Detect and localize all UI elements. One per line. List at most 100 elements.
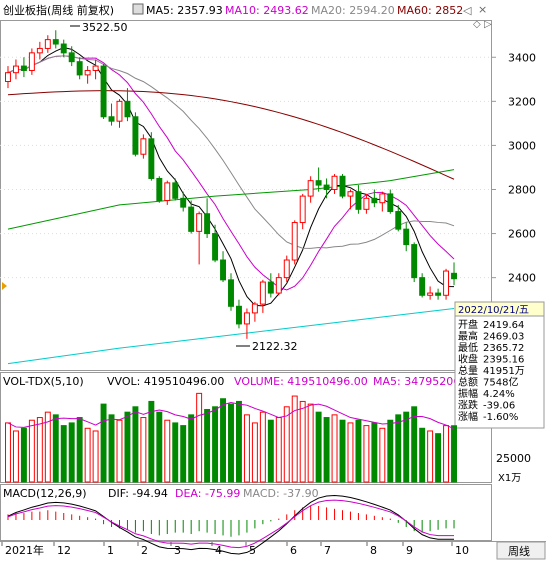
info-row-label: 总额: [458, 376, 478, 389]
volume-bar: [363, 425, 370, 483]
candle-body: [443, 270, 450, 296]
volume-bar: [156, 411, 163, 483]
volume-bar: [60, 425, 67, 483]
settings-toggle[interactable]: [132, 3, 144, 15]
info-row-label: 最高: [458, 330, 478, 343]
candle-body: [116, 100, 123, 122]
candle-body: [172, 182, 179, 199]
y-axis-ticks: 2400 2600 2800 3000 3200 3400: [491, 51, 536, 285]
candle-body: [60, 43, 67, 54]
x-tick-label: 6: [290, 544, 297, 557]
volume-bar: [44, 411, 51, 483]
volume-bar: [323, 417, 330, 483]
volume-bar: [275, 417, 282, 483]
x-tick-label: 7: [324, 544, 331, 557]
info-row-label: 开盘: [458, 318, 478, 331]
volume-bar: [371, 422, 378, 483]
candle-body: [228, 279, 234, 307]
info-row-value: -1.60%: [483, 412, 518, 423]
macd-label: MACD: -37.90: [243, 487, 319, 500]
candle-body: [339, 175, 346, 197]
candle-body: [188, 206, 195, 232]
volume-bar: [435, 433, 442, 483]
info-row-label: 涨幅: [458, 410, 478, 423]
y-tick-label: 2800: [508, 183, 536, 196]
candle-body: [419, 277, 426, 296]
ma60-label: MA60: 2852: [397, 4, 463, 17]
close-icon[interactable]: ×: [478, 3, 487, 16]
volume-bar: [28, 419, 35, 483]
volume-bar: [68, 422, 75, 483]
period-button-label: 周线: [508, 544, 530, 558]
info-row-value: -39.06: [483, 401, 515, 412]
volume-bar: [419, 427, 426, 483]
candle-body: [435, 292, 442, 296]
candle-body: [291, 222, 298, 261]
ma20-label: MA20: 2594.20: [311, 4, 395, 17]
volume-bar: [387, 419, 394, 483]
ma10-label: MA10: 2493.62: [225, 4, 309, 17]
candle-body: [68, 52, 75, 63]
y-tick-label: 3000: [508, 139, 536, 152]
candle-body: [395, 211, 402, 230]
x-tick-label: 8: [370, 544, 377, 557]
candle-body: [92, 65, 99, 71]
volume-bar: [180, 425, 187, 483]
candle-body: [411, 244, 418, 279]
volume-ma5-label: MA5: 34795206: [373, 375, 460, 388]
volume-bar: [379, 427, 386, 483]
volume-bar: [235, 400, 242, 483]
next-arrow-icon[interactable]: ▷: [484, 19, 492, 30]
candle-body: [100, 65, 107, 118]
volume-bar: [124, 411, 131, 483]
volume-label: VOLUME: 419510496.00: [234, 375, 368, 388]
x-tick-label: 2: [141, 544, 148, 557]
volume-bar: [315, 411, 322, 483]
info-row-value: 2419.64: [483, 320, 524, 331]
volume-bar: [403, 411, 410, 483]
ma120-line: [7, 169, 455, 230]
volume-bar: [196, 392, 203, 483]
prev-arrow-icon[interactable]: ◁: [463, 4, 472, 17]
price-panel-frame: [0, 20, 492, 371]
volume-bar: [100, 403, 107, 483]
volume-bar: [411, 406, 418, 483]
candle-body: [235, 305, 242, 325]
candle-body: [148, 138, 155, 179]
y-tick-label: 3200: [508, 95, 536, 108]
volume-bar: [204, 408, 211, 483]
volume-bar: [347, 422, 354, 483]
volume-bar: [228, 403, 234, 483]
volume-bar: [212, 406, 219, 483]
vvol-label: VVOL: 419510496.00: [107, 375, 224, 388]
volume-bar: [259, 411, 266, 483]
candle-body: [132, 116, 139, 155]
volume-bar: [52, 414, 59, 483]
volume-bar: [251, 422, 258, 483]
candle-body: [267, 281, 274, 294]
x-tick-label: 2021年: [5, 543, 44, 557]
info-row-label: 总量: [458, 364, 478, 377]
candle-body: [108, 116, 115, 122]
x-tick-label: 5: [249, 544, 256, 557]
diamond-icon[interactable]: ◇: [473, 19, 481, 30]
candle-body: [196, 213, 203, 232]
info-row-label: 收盘: [458, 353, 478, 366]
y-tick-label: 2600: [508, 228, 536, 241]
info-row-value: 41951万: [483, 366, 525, 377]
volume-bar: [172, 422, 179, 483]
volume-indicator-title: VOL-TDX(5,10): [3, 375, 84, 388]
candle-body: [243, 312, 250, 325]
candle-body: [275, 277, 282, 294]
candle-body: [387, 193, 394, 213]
candle-body: [28, 52, 35, 71]
volume-bar: [20, 427, 27, 483]
dea-line: [7, 499, 455, 549]
candle-body: [427, 292, 434, 296]
ma20-line: [7, 55, 455, 249]
info-date-bar: [454, 301, 545, 317]
info-rows: 开盘 2419.64 最高 2469.03 最低 2365.72 收盘 2395.16 总量 41…: [458, 318, 525, 423]
period-button[interactable]: [496, 541, 546, 560]
volume-bar: [12, 430, 19, 483]
